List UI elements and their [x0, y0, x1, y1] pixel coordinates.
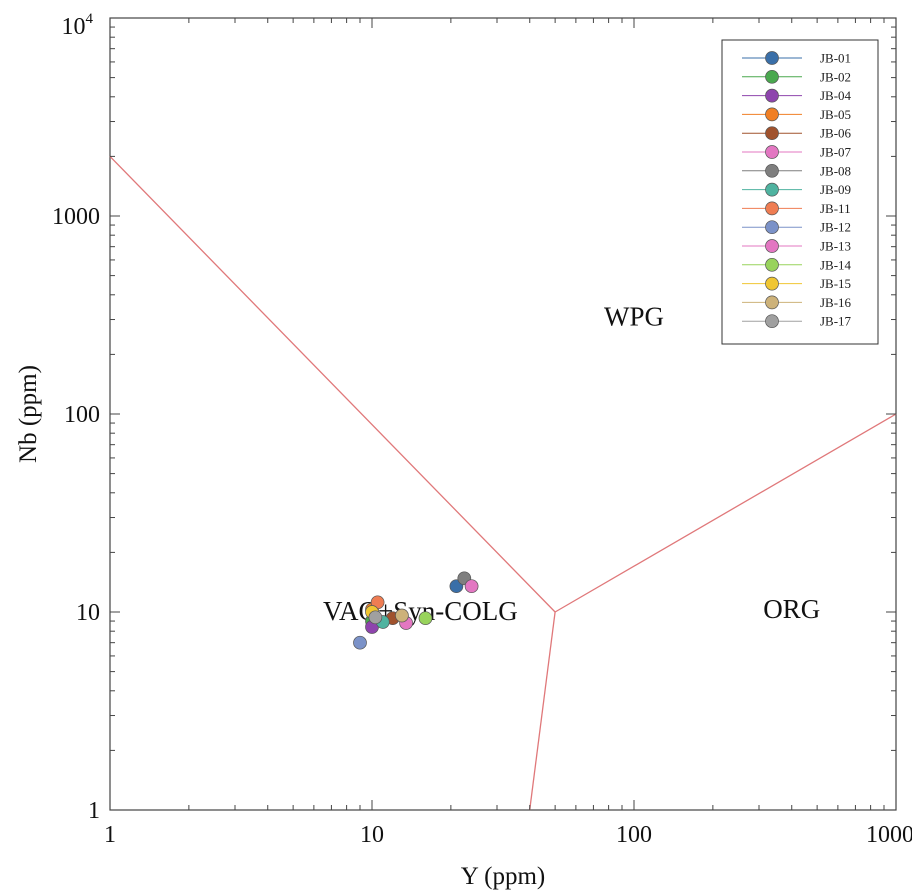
legend-marker-jb-14 [765, 257, 779, 272]
y-tick-label: 1000 [52, 204, 100, 230]
legend-box [721, 39, 879, 345]
x-axis-ticks: 1 10 100 1000 [104, 18, 912, 848]
x-tick-label: 1 [104, 822, 116, 848]
y-tick-superscript: 4 [86, 11, 94, 27]
y-tick-label: 100 [64, 402, 100, 428]
legend-label-jb-15: JB-15 [820, 276, 851, 291]
legend-marker-jb-02 [765, 69, 779, 84]
legend-label-jb-09: JB-09 [820, 182, 851, 197]
boundary-line-3 [529, 611, 556, 811]
legend-label-jb-06: JB-06 [820, 126, 852, 141]
point-jb-16 [395, 608, 409, 623]
legend-label-jb-05: JB-05 [820, 107, 851, 122]
legend-marker-jb-01 [765, 51, 779, 65]
point-jb-14 [418, 611, 433, 626]
boundary-lines [109, 155, 897, 811]
y-axis-title: Nb (ppm) [15, 365, 42, 463]
legend-marker-jb-12 [765, 220, 779, 235]
legend-label-jb-14: JB-14 [820, 257, 852, 272]
legend-marker-jb-11 [765, 201, 779, 216]
legend-label-jb-08: JB-08 [820, 163, 851, 178]
x-tick-label: 100 [616, 822, 652, 848]
legend: JB-01 JB-02 JB-04 JB-05 JB-06 JB-07 JB-08 JB-09… [721, 39, 879, 345]
legend-label-jb-12: JB-12 [820, 220, 851, 235]
legend-label-jb-02: JB-02 [820, 69, 851, 84]
legend-marker-jb-07 [765, 145, 779, 159]
legend-label-jb-04: JB-04 [820, 88, 852, 103]
legend-marker-jb-15 [765, 276, 779, 291]
region-label-wpg: WPG [604, 302, 664, 332]
legend-label-jb-11: JB-11 [820, 201, 851, 216]
legend-label-jb-07: JB-07 [820, 145, 852, 160]
y-axis-ticks: 1 10 100 1000 104 [52, 11, 896, 824]
x-axis-title: Y (ppm) [461, 863, 545, 890]
y-tick-label: 10 [76, 600, 100, 626]
point-jb-17 [368, 610, 383, 625]
boundary-line-1 [109, 155, 556, 613]
x-tick-label: 10 [360, 822, 384, 848]
x-tick-label: 1000 [866, 822, 912, 848]
legend-marker-jb-17 [765, 314, 779, 329]
region-label-org: ORG [763, 594, 820, 624]
legend-marker-jb-04 [765, 88, 779, 103]
legend-marker-jb-09 [765, 182, 779, 197]
legend-label-jb-17: JB-17 [820, 314, 852, 329]
legend-marker-jb-16 [765, 295, 779, 310]
point-jb-12 [353, 635, 367, 650]
y-tick-label: 1 [88, 798, 100, 824]
point-jb-13 [464, 579, 479, 594]
legend-marker-jb-05 [765, 107, 779, 122]
legend-label-jb-01: JB-01 [820, 51, 851, 66]
legend-marker-jb-08 [765, 163, 779, 178]
data-points [353, 571, 479, 650]
legend-label-jb-16: JB-16 [820, 295, 852, 310]
y-tick-label: 104 [62, 11, 94, 40]
legend-marker-jb-06 [765, 126, 779, 141]
legend-label-jb-13: JB-13 [820, 239, 851, 254]
legend-marker-jb-13 [765, 239, 779, 253]
boundary-line-2 [554, 413, 897, 613]
